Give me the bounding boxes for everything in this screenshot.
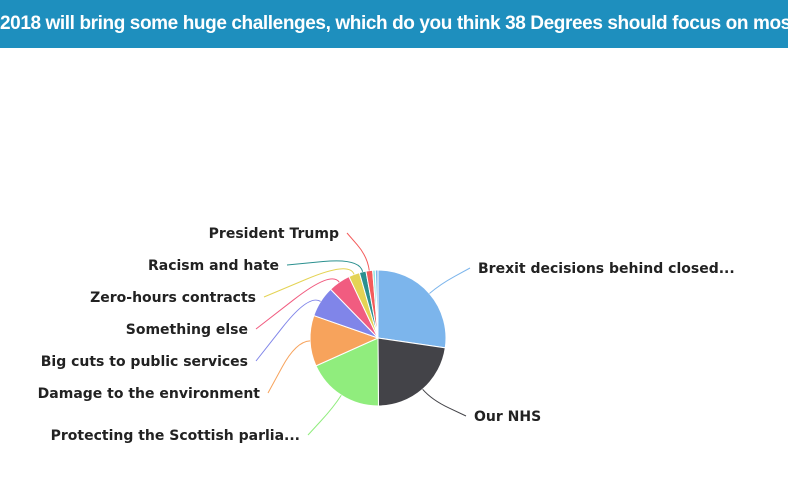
label-zero-hours-contracts: Zero-hours contracts	[90, 290, 256, 306]
label-big-cuts-to-public-services: Big cuts to public services	[41, 354, 248, 370]
label-racism-and-hate: Racism and hate	[148, 258, 279, 274]
label-president-trump: President Trump	[209, 226, 339, 242]
label-brexit-decisions-behind-closed: Brexit decisions behind closed...	[478, 261, 735, 277]
label-something-else: Something else	[126, 322, 248, 338]
label-protecting-the-scottish-parlia: Protecting the Scottish parlia...	[51, 428, 300, 444]
connector-big-cuts-to-public-services	[255, 299, 321, 362]
pie-slice-other-10[interactable]	[374, 269, 379, 339]
connector-our-nhs	[422, 388, 467, 417]
connector-zero-hours-contracts	[263, 268, 355, 298]
connector-racism-and-hate	[286, 260, 364, 272]
pie-slice-our-nhs[interactable]	[377, 337, 446, 407]
connector-something-else	[255, 278, 340, 330]
pie-chart: Brexit decisions behind closed... Our NHS…	[38, 226, 735, 444]
pie-slice-brexit-decisions-behind-closed[interactable]	[377, 269, 447, 349]
connector-protecting-the-scottish-parlia	[307, 394, 342, 436]
connector-damage-to-the-environment	[267, 340, 311, 394]
label-damage-to-the-environment: Damage to the environment	[38, 386, 261, 402]
connector-brexit-decisions-behind-closed	[429, 267, 471, 294]
label-our-nhs: Our NHS	[474, 409, 541, 425]
page-title: 2018 will bring some huge challenges, wh…	[0, 13, 788, 34]
connector-president-trump	[346, 232, 370, 271]
header-bar: 2018 will bring some huge challenges, wh…	[0, 0, 788, 48]
